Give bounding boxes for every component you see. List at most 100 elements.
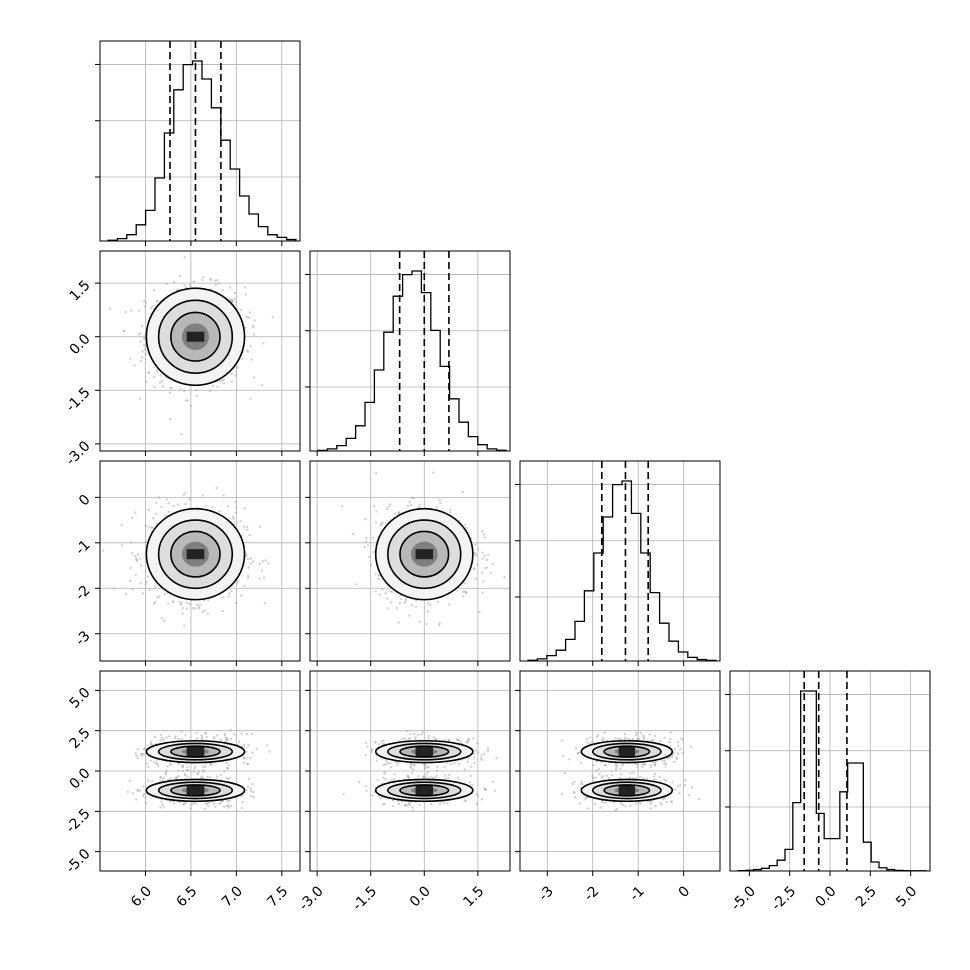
scatter-point [438, 498, 442, 502]
scatter-point [228, 298, 232, 301]
scatter-point [243, 507, 246, 510]
scatter-point [221, 799, 224, 803]
scatter-point [473, 552, 476, 555]
scatter-point [134, 573, 137, 577]
scatter-point [455, 737, 459, 741]
scatter-point [155, 759, 159, 762]
scatter-point [149, 759, 152, 762]
scatter-point [122, 329, 126, 333]
scatter-point [154, 585, 157, 588]
scatter-point [120, 523, 123, 527]
scatter-point [213, 737, 216, 740]
density-peak [186, 746, 205, 757]
scatter-point [108, 307, 112, 310]
scatter-point [196, 737, 199, 740]
scatter-point [486, 553, 490, 557]
scatter-point [152, 602, 155, 605]
scatter-point [182, 493, 186, 496]
scatter-point [156, 299, 159, 303]
scatter-point [429, 802, 433, 806]
scatter-point [399, 597, 403, 601]
joint-density [108, 255, 275, 436]
joint-panel-4-2 [305, 670, 511, 876]
scatter-point [244, 293, 247, 296]
scatter-point [180, 433, 183, 436]
scatter-point [246, 528, 249, 532]
scatter-point [476, 741, 479, 745]
scatter-point [155, 501, 158, 505]
scatter-point [465, 591, 468, 595]
scatter-point [370, 748, 374, 751]
scatter-point [436, 765, 439, 768]
scatter-point [146, 779, 150, 782]
scatter-point [372, 536, 375, 539]
scatter-point [174, 737, 177, 740]
scatter-point [164, 771, 168, 775]
scatter-point [393, 512, 397, 515]
scatter-point [271, 316, 275, 319]
scatter-point [225, 736, 228, 740]
scatter-point [246, 576, 250, 580]
scatter-point [144, 524, 148, 527]
scatter-point [230, 804, 233, 808]
scatter-point [247, 566, 250, 569]
scatter-point [200, 736, 204, 739]
scatter-point [134, 556, 138, 560]
scatter-point [207, 804, 210, 808]
scatter-point [183, 773, 186, 776]
scatter-point [435, 769, 439, 773]
contour-line [374, 739, 474, 764]
scatter-point [177, 762, 181, 765]
scatter-point [246, 732, 249, 736]
scatter-point [172, 600, 175, 603]
scatter-point [188, 498, 191, 501]
scatter-point [228, 592, 231, 595]
scatter-point [243, 743, 246, 747]
scatter-point [159, 806, 162, 809]
scatter-point [422, 775, 425, 778]
scatter-point [141, 592, 145, 595]
scatter-point [222, 378, 225, 382]
scatter-point [130, 541, 133, 544]
scatter-point [470, 765, 473, 768]
scatter-point [438, 621, 441, 625]
scatter-point [186, 765, 189, 769]
scatter-point [174, 735, 177, 738]
scatter-point [219, 738, 223, 742]
scatter-point [169, 386, 172, 390]
scatter-point [141, 752, 144, 756]
scatter-point [249, 787, 252, 790]
scatter-point [408, 803, 412, 807]
scatter-point [150, 306, 153, 310]
scatter-point [247, 777, 251, 781]
scatter-point [478, 610, 481, 614]
scatter-point [453, 762, 456, 765]
scatter-point [160, 379, 163, 382]
scatter-point [374, 573, 377, 576]
scatter-point [133, 554, 137, 558]
scatter-point [247, 316, 251, 319]
scatter-point [425, 622, 428, 626]
scatter-point [444, 774, 447, 777]
scatter-point [480, 571, 484, 574]
scatter-point [165, 282, 168, 286]
scatter-point [249, 397, 252, 401]
scatter-point [391, 590, 394, 594]
scatter-point [192, 770, 195, 773]
scatter-point [143, 299, 146, 303]
scatter-point [234, 374, 237, 377]
scatter-point [697, 797, 701, 801]
scatter-point [163, 592, 166, 596]
scatter-point [140, 325, 144, 328]
scatter-point [184, 502, 187, 506]
scatter-point [226, 739, 230, 742]
scatter-point [586, 741, 589, 744]
scatter-point [382, 763, 386, 767]
scatter-point [226, 766, 229, 770]
scatter-point [467, 740, 470, 744]
scatter-point [407, 802, 410, 805]
scatter-point [474, 543, 477, 547]
scatter-point [204, 731, 207, 735]
scatter-point [465, 526, 468, 530]
